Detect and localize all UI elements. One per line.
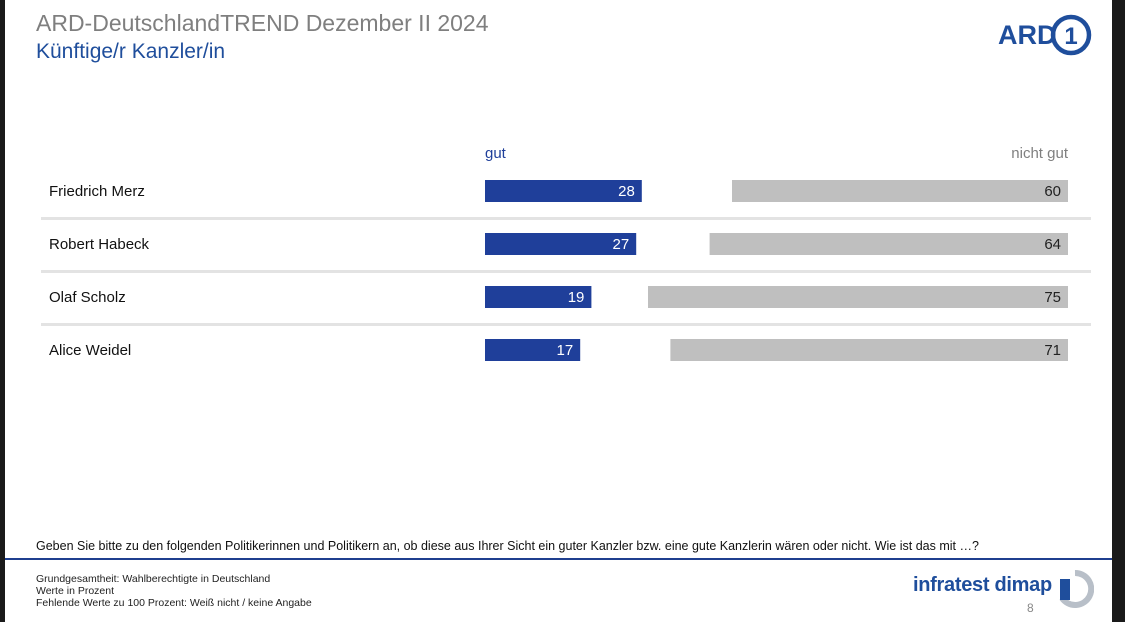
category-label-alice-weidel: Alice Weidel [49, 342, 131, 359]
bar-nicht-gut-robert-habeck [709, 233, 1068, 255]
value-label-gut-friedrich-merz: 28 [618, 183, 635, 200]
category-label-friedrich-merz: Friedrich Merz [49, 183, 145, 200]
ard-logo-number: 1 [1064, 23, 1077, 50]
slide: ARD-DeutschlandTREND Dezember II 2024 Kü… [5, 0, 1112, 622]
bar-gut-robert-habeck [485, 233, 637, 255]
value-label-nicht-gut-alice-weidel: 71 [1044, 342, 1061, 359]
legend-gut: gut [485, 145, 507, 162]
ard-logo-text: ARD [998, 20, 1057, 50]
value-label-gut-olaf-scholz: 19 [568, 289, 585, 306]
bar-nicht-gut-friedrich-merz [732, 180, 1068, 202]
row-separator [41, 323, 1091, 326]
page-number: 8 [1027, 601, 1034, 615]
infratest-dimap-logo-icon [1059, 570, 1094, 608]
bar-gut-olaf-scholz [485, 286, 592, 308]
value-label-gut-robert-habeck: 27 [613, 236, 630, 253]
value-label-gut-alice-weidel: 17 [557, 342, 574, 359]
value-label-nicht-gut-friedrich-merz: 60 [1044, 183, 1061, 200]
legend-nicht-gut: nicht gut [1011, 145, 1069, 162]
footer-note-population: Grundgesamtheit: Wahlberechtigte in Deut… [36, 573, 271, 585]
bar-gut-alice-weidel [485, 339, 581, 361]
value-label-nicht-gut-olaf-scholz: 75 [1044, 289, 1061, 306]
bar-gut-friedrich-merz [485, 180, 642, 202]
chart: gut nicht gut Friedrich Merz 28 60 Robert Hab… [41, 145, 1091, 361]
ard-logo-ring [1050, 14, 1092, 56]
page-subtitle: Künftige/r Kanzler/in [36, 40, 226, 63]
bar-nicht-gut-olaf-scholz [648, 286, 1068, 308]
footer-divider [5, 558, 1112, 560]
footer-note-unit: Werte in Prozent [36, 585, 115, 597]
category-label-robert-habeck: Robert Habeck [49, 236, 150, 253]
footer-note-missing: Fehlende Werte zu 100 Prozent: Weiß nich… [36, 597, 312, 609]
row-separator [41, 270, 1091, 273]
value-label-nicht-gut-robert-habeck: 64 [1044, 236, 1061, 253]
survey-question: Geben Sie bitte zu den folgenden Politik… [36, 539, 979, 553]
page-title: ARD-DeutschlandTREND Dezember II 2024 [36, 10, 489, 36]
bar-nicht-gut-alice-weidel [670, 339, 1068, 361]
infratest-dimap-wordmark: infratest dimap [913, 574, 1052, 596]
category-label-olaf-scholz: Olaf Scholz [49, 289, 126, 306]
ard-logo: ARD 1 [998, 14, 1092, 56]
row-separator [41, 217, 1091, 220]
